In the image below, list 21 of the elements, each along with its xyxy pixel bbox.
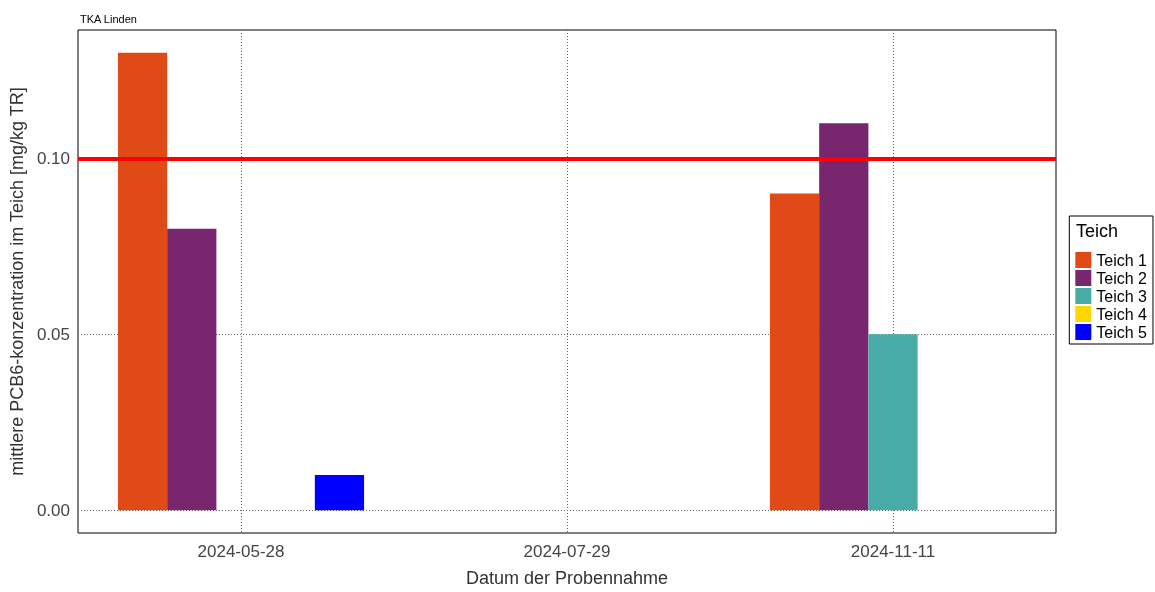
chart-title: TKA Linden — [80, 12, 137, 25]
legend-title: Teich — [1076, 221, 1119, 241]
legend-label: Teich 5 — [1096, 323, 1148, 341]
bar — [167, 228, 217, 511]
legend-label: Teich 2 — [1096, 269, 1148, 287]
x-tick-label: 2024-11-11 — [850, 542, 936, 561]
x-axis-title: Datum der Probennahme — [465, 568, 669, 588]
bar — [314, 474, 365, 511]
x-tick-label: 2024-05-28 — [197, 542, 285, 561]
bar — [819, 123, 869, 511]
y-axis-title: mittlere PCB6-konzentration im Teich [mg/kg TR] — [7, 87, 27, 476]
legend-label: Teich 1 — [1096, 251, 1148, 269]
y-tick-label: 0.00 — [36, 500, 70, 520]
bar — [868, 334, 918, 511]
y-tick-label: 0.10 — [36, 148, 70, 168]
bar — [769, 193, 820, 511]
bar — [117, 52, 168, 511]
x-tick-label: 2024-07-29 — [523, 542, 611, 561]
y-tick-label: 0.05 — [36, 324, 70, 344]
legend-label: Teich 4 — [1096, 305, 1148, 323]
legend-label: Teich 3 — [1096, 287, 1148, 305]
